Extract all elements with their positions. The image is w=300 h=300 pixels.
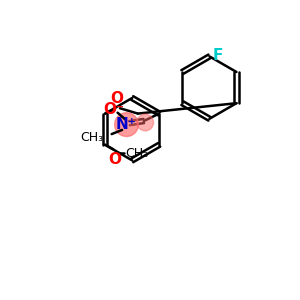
Text: N⁺: N⁺ (116, 117, 137, 132)
Circle shape (115, 113, 138, 136)
Text: F: F (213, 48, 224, 63)
Text: O: O (110, 91, 123, 106)
Text: O: O (108, 152, 121, 166)
Text: O⁻: O⁻ (103, 102, 124, 117)
Text: CH₃: CH₃ (125, 147, 148, 160)
Text: CH₃: CH₃ (80, 130, 104, 144)
Circle shape (137, 114, 154, 131)
